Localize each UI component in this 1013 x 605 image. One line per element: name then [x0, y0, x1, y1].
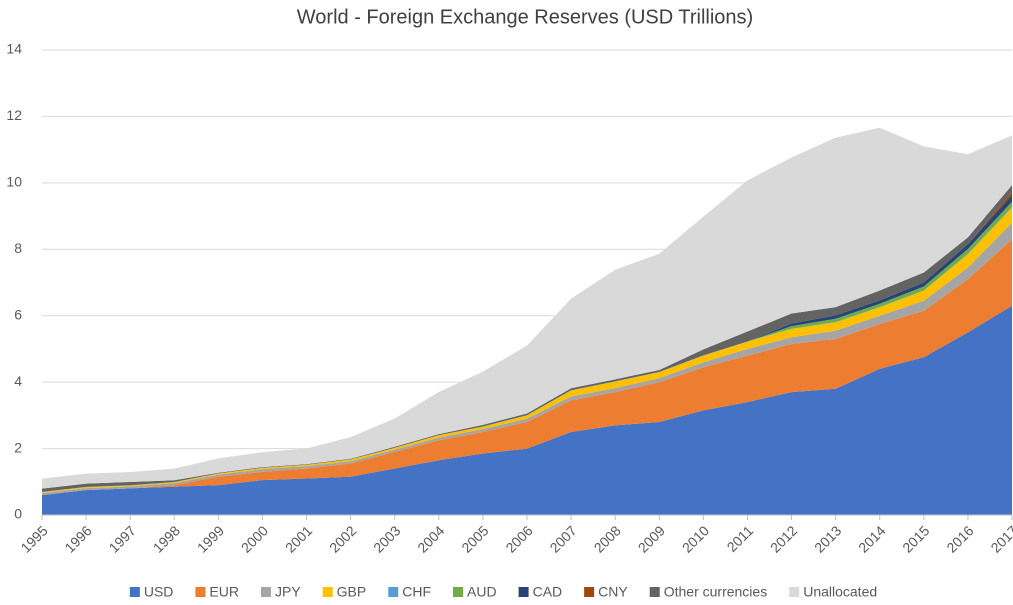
legend-item: AUD: [453, 584, 497, 600]
areas: [42, 127, 1012, 515]
legend-swatch: [388, 587, 399, 597]
legend-item: Other currencies: [649, 584, 767, 600]
legend-item: USD: [129, 584, 174, 600]
legend-swatch: [195, 587, 206, 597]
legend-label: EUR: [209, 584, 239, 600]
legend-label: JPY: [275, 584, 301, 600]
legend-label: GBP: [337, 584, 367, 600]
chart-title: World - Foreign Exchange Reserves (USD T…: [297, 6, 753, 28]
legend-label: USD: [144, 584, 174, 600]
x-tick-label: 1995: [17, 522, 50, 555]
legend-item: CAD: [518, 584, 563, 600]
x-tick-label: 1997: [106, 522, 139, 555]
x-tick-label: 2016: [943, 522, 976, 555]
y-tick-label: 10: [6, 174, 22, 190]
legend-item: CNY: [584, 584, 628, 600]
x-tick-label: 2015: [899, 522, 932, 555]
x-tick-label: 2001: [282, 522, 315, 555]
legend-label: AUD: [467, 584, 497, 600]
x-tick-label: 2002: [326, 522, 359, 555]
y-tick-label: 14: [6, 41, 22, 57]
legend-swatch: [322, 587, 333, 597]
legend-item: Unallocated: [789, 584, 877, 600]
x-tick-label: 1999: [194, 522, 227, 555]
legend-label: Unallocated: [803, 584, 877, 600]
legend-item: EUR: [195, 584, 239, 600]
x-tick-label: 2010: [679, 522, 712, 555]
x-tick-label: 2007: [546, 522, 579, 555]
x-tick-label: 2014: [855, 522, 888, 555]
legend-item: GBP: [322, 584, 367, 600]
x-tick-label: 2013: [811, 522, 844, 555]
legend-swatch: [260, 587, 271, 597]
legend-swatch: [129, 587, 140, 597]
y-tick-label: 12: [6, 107, 22, 123]
x-tick-label: 2011: [724, 522, 757, 555]
y-tick-label: 4: [14, 373, 22, 389]
area: [42, 127, 1012, 489]
x-tick-label: 2009: [635, 522, 668, 555]
x-tick-label: 2017: [987, 522, 1013, 555]
x-tick-label: 2008: [591, 522, 624, 555]
x-tick-label: 2000: [238, 522, 271, 555]
y-tick-label: 0: [14, 506, 22, 522]
legend-label: CNY: [598, 584, 628, 600]
x-tick-label: 2005: [458, 522, 491, 555]
legend-swatch: [789, 587, 800, 597]
x-tick-label: 2012: [767, 522, 800, 555]
legend-swatch: [453, 587, 464, 597]
area: [42, 305, 1012, 515]
y-tick-label: 6: [14, 306, 22, 322]
legend-swatch: [584, 587, 595, 597]
x-tick-label: 1996: [61, 522, 94, 555]
legend-item: JPY: [260, 584, 301, 600]
y-tick-label: 8: [14, 240, 22, 256]
x-tick-label: 2003: [370, 522, 403, 555]
legend-label: Other currencies: [664, 584, 767, 600]
x-tick-label: 1998: [150, 522, 183, 555]
legend-item: CHF: [388, 584, 431, 600]
legend-label: CAD: [533, 584, 563, 600]
legend-swatch: [518, 587, 529, 597]
y-tick-label: 2: [14, 439, 22, 455]
area: [42, 239, 1012, 496]
x-tick-label: 2004: [414, 522, 447, 555]
x-tick-label: 2006: [502, 522, 535, 555]
legend-label: CHF: [402, 584, 431, 600]
legend-swatch: [649, 587, 660, 597]
legend: USD EUR JPY GBP CHF AUD CAD CNY Other currencies…: [129, 584, 877, 600]
